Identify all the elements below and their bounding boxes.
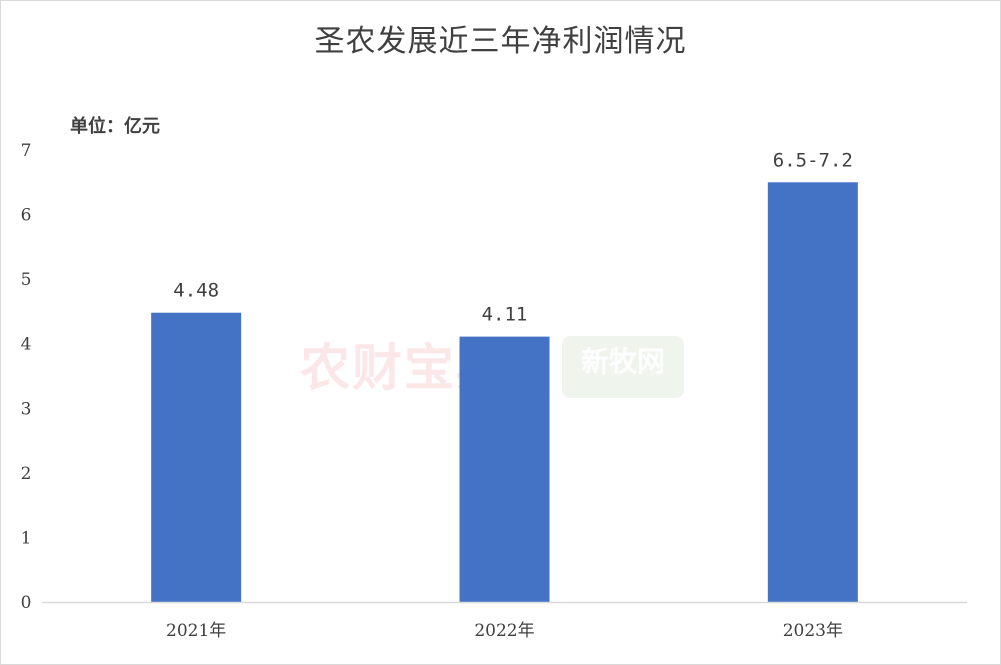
chart-title: 圣农发展近三年净利润情况 (314, 24, 687, 59)
x-tick-label: 2021年 (166, 621, 226, 641)
y-tick-label: 0 (21, 593, 32, 613)
bar-data-label: 4.48 (173, 280, 219, 302)
x-tick-label: 2023年 (783, 621, 843, 641)
y-tick-label: 2 (21, 464, 32, 484)
unit-label: 单位：亿元 (70, 116, 160, 137)
data-labels: 4.48 4.11 6.5-7.2 (173, 149, 853, 325)
bar (459, 336, 550, 602)
bar-series (151, 182, 858, 603)
y-tick-label: 6 (21, 206, 32, 226)
bar (151, 312, 242, 602)
y-tick-label: 5 (21, 270, 32, 290)
x-axis-ticks: 2021年 2022年 2023年 (166, 621, 843, 641)
bar-data-label: 6.5-7.2 (773, 149, 853, 171)
y-tick-label: 3 (21, 399, 32, 419)
bar (767, 182, 858, 603)
y-axis-ticks: 0 1 2 3 4 5 6 7 (21, 141, 32, 613)
y-tick-label: 7 (21, 141, 32, 161)
x-tick-label: 2022年 (474, 621, 534, 641)
watermark-xinmuwang: 新牧网 (562, 336, 684, 398)
y-tick-label: 1 (21, 528, 32, 548)
bar-data-label: 4.11 (482, 304, 528, 326)
y-tick-label: 4 (21, 335, 32, 355)
